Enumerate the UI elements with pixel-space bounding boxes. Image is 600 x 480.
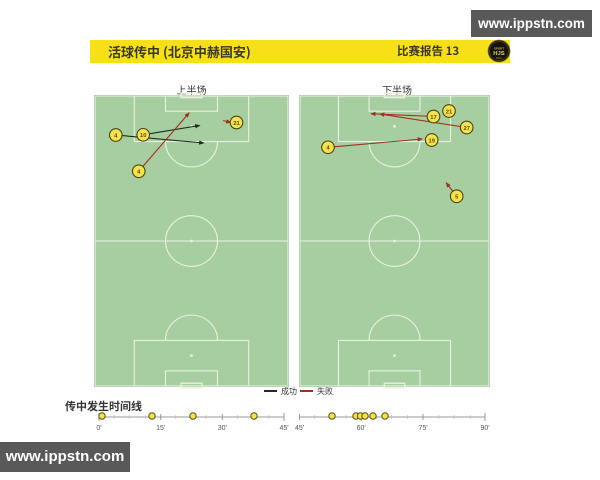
svg-text:45': 45' [279, 425, 288, 432]
svg-text:27: 27 [463, 126, 469, 132]
svg-text:90': 90' [480, 425, 489, 432]
svg-text:75': 75' [418, 425, 427, 432]
svg-text:21: 21 [233, 121, 240, 127]
svg-text:60': 60' [357, 425, 366, 432]
svg-text:17: 17 [430, 115, 436, 121]
svg-text:0': 0' [96, 425, 101, 432]
svg-text:10: 10 [140, 133, 146, 139]
svg-text:45': 45' [295, 425, 304, 432]
svg-text:19: 19 [428, 138, 435, 144]
svg-text:21: 21 [446, 109, 453, 115]
svg-text:15': 15' [156, 425, 165, 432]
svg-text:30': 30' [218, 425, 227, 432]
